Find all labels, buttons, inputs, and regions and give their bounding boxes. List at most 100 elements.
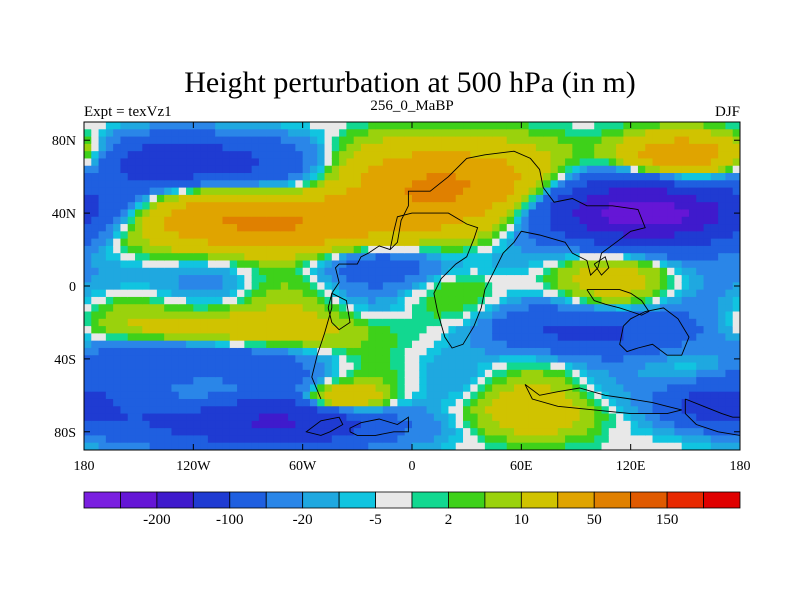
field-cell <box>171 275 180 283</box>
field-cell <box>674 151 683 160</box>
field-cell <box>98 158 107 167</box>
field-cell <box>448 413 457 422</box>
field-cell <box>127 318 136 327</box>
field-cell <box>156 151 165 160</box>
field-cell <box>288 224 296 232</box>
field-cell <box>521 304 530 313</box>
field-cell <box>317 267 326 276</box>
field-cell <box>331 406 340 415</box>
field-cell <box>557 369 566 378</box>
field-cell <box>266 442 275 450</box>
field-cell <box>237 347 245 356</box>
field-cell <box>288 304 296 313</box>
field-cell <box>339 245 347 254</box>
field-cell <box>390 355 399 364</box>
field-cell <box>419 398 428 407</box>
field-cell <box>280 129 289 138</box>
field-cell <box>142 245 151 254</box>
field-cell <box>229 377 238 385</box>
field-cell <box>244 194 253 203</box>
field-cell <box>171 224 180 232</box>
field-cell <box>732 296 740 305</box>
colorbar: -200 -100 -20 -5 2 10 50 150 <box>83 491 741 528</box>
field-cell <box>164 129 173 138</box>
field-cell <box>572 238 581 247</box>
colorbar-label: -20 <box>293 512 313 528</box>
field-cell <box>433 428 442 437</box>
field-cell <box>455 267 464 276</box>
field-cell <box>484 267 493 276</box>
field-cell <box>295 406 304 415</box>
field-cell <box>718 326 727 334</box>
field-cell <box>324 289 333 298</box>
field-cell <box>616 165 624 174</box>
field-cell <box>543 435 552 444</box>
field-cell <box>375 158 384 167</box>
field-cell <box>499 340 508 349</box>
field-cell <box>149 202 158 211</box>
field-cell <box>652 435 661 444</box>
field-cell <box>455 355 464 364</box>
field-cell <box>557 253 566 262</box>
field-cell <box>244 413 253 422</box>
field-cell <box>696 413 705 422</box>
field-cell <box>135 129 143 138</box>
field-cell <box>397 340 406 349</box>
field-cell <box>696 355 705 364</box>
field-cell <box>390 326 399 334</box>
field-cell <box>390 165 399 174</box>
field-cell <box>113 260 122 269</box>
field-cell <box>339 391 347 400</box>
field-cell <box>178 435 187 444</box>
field-cell <box>120 442 129 450</box>
field-cell <box>667 435 675 444</box>
field-cell <box>127 442 136 450</box>
field-cell <box>346 296 355 305</box>
field-cell <box>127 173 136 181</box>
field-cell <box>535 151 544 160</box>
field-cell <box>659 333 668 342</box>
field-cell <box>215 311 224 320</box>
field-cell <box>419 362 428 371</box>
field-cell <box>288 143 296 152</box>
field-cell <box>710 260 719 269</box>
field-cell <box>404 362 413 371</box>
field-cell <box>594 136 603 145</box>
field-cell <box>324 173 333 181</box>
field-cell <box>630 377 639 385</box>
field-cell <box>193 129 202 138</box>
field-cell <box>288 369 296 378</box>
field-cell <box>696 267 705 276</box>
field-cell <box>229 216 238 225</box>
field-cell <box>404 347 413 356</box>
field-cell <box>295 129 304 138</box>
field-cell <box>149 318 158 327</box>
field-cell <box>244 260 253 269</box>
field-cell <box>288 398 296 407</box>
field-cell <box>171 267 180 276</box>
field-cell <box>200 202 209 211</box>
field-cell <box>353 435 362 444</box>
field-cell <box>353 129 362 138</box>
field-cell <box>251 428 260 437</box>
field-cell <box>390 136 399 145</box>
field-cell <box>91 413 100 422</box>
field-cell <box>608 231 617 240</box>
field-cell <box>703 275 712 283</box>
field-cell <box>229 122 238 130</box>
field-cell <box>105 180 114 189</box>
field-cell <box>295 442 304 450</box>
field-cell <box>703 304 712 313</box>
field-cell <box>630 428 639 437</box>
field-cell <box>441 180 450 189</box>
field-cell <box>703 340 712 349</box>
field-cell <box>412 275 420 283</box>
field-cell <box>565 216 573 225</box>
field-cell <box>688 377 697 385</box>
field-cell <box>637 369 646 378</box>
field-cell <box>696 122 705 130</box>
field-cell <box>696 318 705 327</box>
field-cell <box>492 216 501 225</box>
field-cell <box>368 173 377 181</box>
field-cell <box>659 413 668 422</box>
